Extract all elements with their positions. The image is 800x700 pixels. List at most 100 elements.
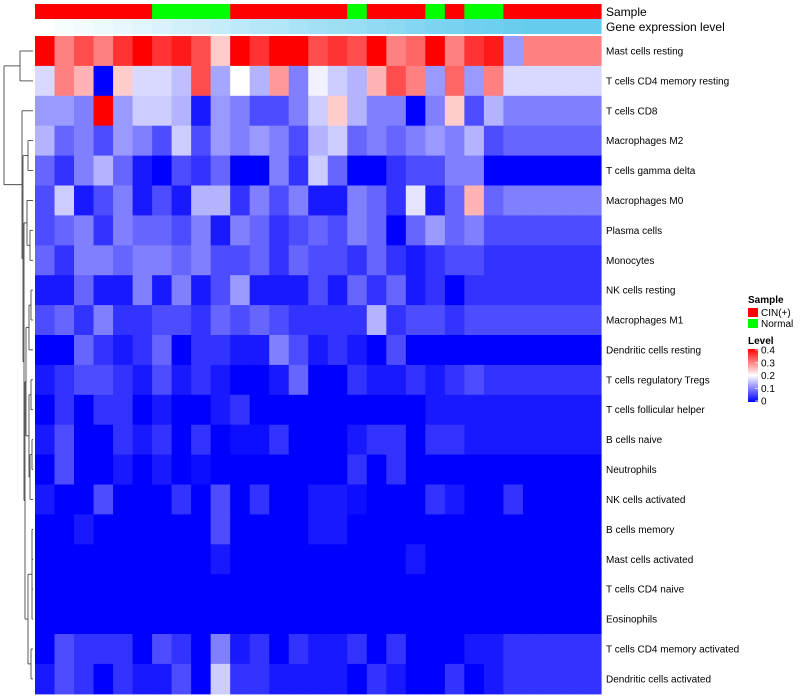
heatmap-cell (249, 155, 270, 187)
row-label: Dendritic cells resting (606, 345, 701, 356)
heatmap-cell (74, 36, 95, 67)
expression-annotation-cell (288, 19, 309, 34)
heatmap-cell (308, 484, 329, 515)
sample-annotation-cell (93, 4, 114, 19)
heatmap-cell (269, 335, 290, 366)
heatmap-cell (210, 544, 231, 575)
heatmap-cell (171, 305, 192, 336)
heatmap-cell (269, 364, 290, 396)
heatmap-cell (347, 305, 368, 336)
heatmap-cell (249, 544, 270, 575)
heatmap-cell (74, 305, 95, 336)
heatmap-cell (522, 454, 544, 486)
heatmap-cell (464, 155, 485, 187)
heatmap-cell (561, 394, 583, 426)
heatmap-cell (444, 424, 465, 456)
heatmap-cell (230, 245, 251, 276)
heatmap-cell (269, 394, 290, 426)
heatmap-cell (425, 36, 446, 67)
heatmap-cell (483, 574, 505, 605)
heatmap-cell (74, 574, 95, 605)
heatmap-cell (35, 663, 56, 695)
heatmap-cell (210, 245, 231, 276)
sample-annotation-cell (210, 4, 231, 19)
heatmap-cell (74, 454, 95, 486)
legend-sample-title: Sample (748, 295, 784, 306)
sample-annotation-cell (191, 4, 212, 19)
heatmap-cell (386, 454, 407, 486)
heatmap-cell (132, 185, 153, 216)
heatmap-cell (444, 305, 465, 336)
heatmap-cell (269, 215, 290, 246)
heatmap-cell (191, 305, 212, 336)
heatmap-cell (308, 36, 329, 67)
heatmap-cell (327, 364, 348, 396)
row-label: T cells follicular helper (606, 405, 705, 416)
heatmap-cell (113, 424, 134, 456)
heatmap-cell (308, 544, 329, 575)
heatmap-cell (93, 275, 114, 306)
heatmap-cell (54, 663, 75, 695)
row-label: Plasma cells (606, 226, 662, 237)
heatmap-cell (561, 454, 583, 486)
heatmap-cell (522, 275, 544, 306)
heatmap-cell (210, 305, 231, 336)
heatmap-cell (386, 663, 407, 695)
heatmap-cell (405, 663, 426, 695)
heatmap-cell (35, 604, 56, 635)
heatmap-cell (542, 185, 563, 216)
heatmap-cell (561, 125, 583, 157)
heatmap-cell (54, 634, 75, 665)
expression-annotation-cell (522, 19, 544, 34)
heatmap-cell (230, 305, 251, 336)
heatmap-cell (171, 36, 192, 67)
heatmap-cell (327, 634, 348, 665)
heatmap-cell (327, 36, 348, 67)
heatmap-cell (444, 65, 465, 97)
heatmap-cell (249, 394, 270, 426)
heatmap-cell (93, 394, 114, 426)
heatmap-cell (366, 215, 387, 246)
heatmap-cell (308, 454, 329, 486)
heatmap-cell (54, 335, 75, 366)
heatmap-cell (347, 185, 368, 216)
heatmap-cell (542, 215, 563, 246)
row-label: Dendritic cells activated (606, 674, 711, 685)
heatmap-cell (444, 335, 465, 366)
heatmap-cell (210, 95, 231, 127)
heatmap-cell (522, 634, 544, 665)
sample-annotation-cell (230, 4, 251, 19)
legend-level-tick: 0 (761, 397, 767, 408)
heatmap-cell (366, 364, 387, 396)
row-labels: Mast cells resting T cells CD4 memory res… (606, 47, 739, 686)
heatmap-cell (542, 424, 563, 456)
heatmap-cell (542, 275, 563, 306)
heatmap-cell (93, 95, 114, 127)
sample-annotation-cell (249, 4, 270, 19)
heatmap-cell (366, 185, 387, 216)
heatmap-cell (93, 185, 114, 216)
heatmap-cell (542, 574, 563, 605)
heatmap-cell (288, 424, 309, 456)
heatmap-cell (191, 424, 212, 456)
heatmap-cell (483, 125, 505, 157)
heatmap-cell (191, 663, 212, 695)
heatmap-cell (210, 36, 231, 67)
heatmap-cell (522, 604, 544, 635)
heatmap-cell (561, 424, 583, 456)
annotation-label-expression: Gene expression level (606, 20, 725, 34)
heatmap-cell (230, 215, 251, 246)
expression-annotation-cell (152, 19, 173, 34)
heatmap-cell (366, 245, 387, 276)
heatmap-cell (581, 36, 602, 67)
heatmap-cell (191, 484, 212, 515)
heatmap-cell (347, 155, 368, 187)
heatmap-cell (308, 155, 329, 187)
heatmap-cell (54, 215, 75, 246)
heatmap-cell (503, 634, 524, 665)
sample-annotation-cell (171, 4, 192, 19)
heatmap-cell (581, 544, 602, 575)
legend-swatch-cin (748, 308, 758, 317)
heatmap-cell (366, 65, 387, 97)
heatmap-cell (366, 604, 387, 635)
